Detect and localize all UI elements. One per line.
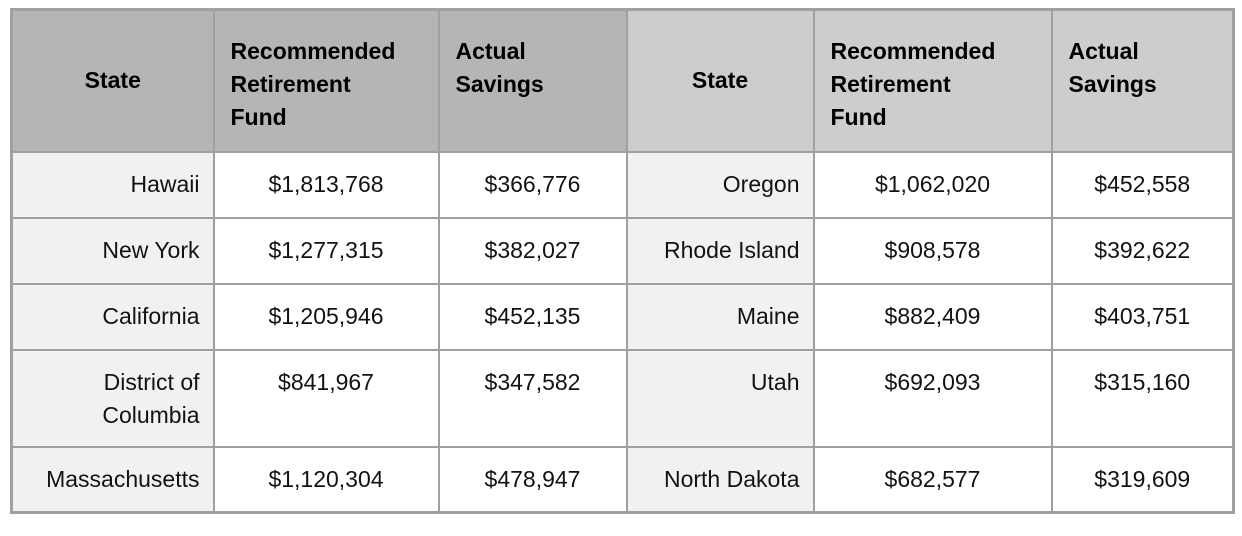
header-label: Recommended Retirement Fund <box>230 38 396 130</box>
savings-cell: $315,160 <box>1050 348 1235 448</box>
header-label: Actual Savings <box>455 38 544 97</box>
state-cell: North Dakota <box>625 445 815 514</box>
savings-cell: $478,947 <box>437 445 628 514</box>
state-cell: Hawaii <box>10 150 215 219</box>
fund-cell: $1,120,304 <box>212 445 440 514</box>
savings-cell: $452,558 <box>1050 150 1235 219</box>
savings-cell: $403,751 <box>1050 282 1235 351</box>
fund-cell: $908,578 <box>812 216 1053 285</box>
fund-cell: $682,577 <box>812 445 1053 514</box>
fund-cell: $1,205,946 <box>212 282 440 351</box>
savings-cell: $382,027 <box>437 216 628 285</box>
state-cell: California <box>10 282 215 351</box>
fund-cell: $882,409 <box>812 282 1053 351</box>
state-cell: Oregon <box>625 150 815 219</box>
retirement-savings-table: State Recommended Retirement Fund Actual… <box>10 8 1235 514</box>
state-cell: Utah <box>625 348 815 448</box>
fund-cell: $841,967 <box>212 348 440 448</box>
state-cell: District of Columbia <box>10 348 215 448</box>
savings-cell: $452,135 <box>437 282 628 351</box>
state-cell: Massachusetts <box>10 445 215 514</box>
state-cell: Maine <box>625 282 815 351</box>
state-header-right: State <box>625 8 815 153</box>
fund-cell: $1,277,315 <box>212 216 440 285</box>
savings-cell: $392,622 <box>1050 216 1235 285</box>
state-header-left: State <box>10 8 215 153</box>
table-row: New York $1,277,315 $382,027 Rhode Islan… <box>10 216 1235 285</box>
header-row: State Recommended Retirement Fund Actual… <box>10 8 1235 153</box>
fund-cell: $692,093 <box>812 348 1053 448</box>
table-row: Hawaii $1,813,768 $366,776 Oregon $1,062… <box>10 150 1235 219</box>
savings-cell: $347,582 <box>437 348 628 448</box>
actual-savings-header-right: Actual Savings <box>1050 8 1235 153</box>
header-label: Actual Savings <box>1068 38 1157 97</box>
state-cell: New York <box>10 216 215 285</box>
savings-cell: $366,776 <box>437 150 628 219</box>
savings-cell: $319,609 <box>1050 445 1235 514</box>
header-label: Recommended Retirement Fund <box>830 38 996 130</box>
actual-savings-header-left: Actual Savings <box>437 8 628 153</box>
state-cell: Rhode Island <box>625 216 815 285</box>
retirement-savings-table-wrap: State Recommended Retirement Fund Actual… <box>10 8 1235 514</box>
table-row: District of Columbia $841,967 $347,582 U… <box>10 348 1235 448</box>
recommended-fund-header-left: Recommended Retirement Fund <box>212 8 440 153</box>
fund-cell: $1,813,768 <box>212 150 440 219</box>
fund-cell: $1,062,020 <box>812 150 1053 219</box>
table-row: California $1,205,946 $452,135 Maine $88… <box>10 282 1235 351</box>
table-row: Massachusetts $1,120,304 $478,947 North … <box>10 445 1235 514</box>
recommended-fund-header-right: Recommended Retirement Fund <box>812 8 1053 153</box>
